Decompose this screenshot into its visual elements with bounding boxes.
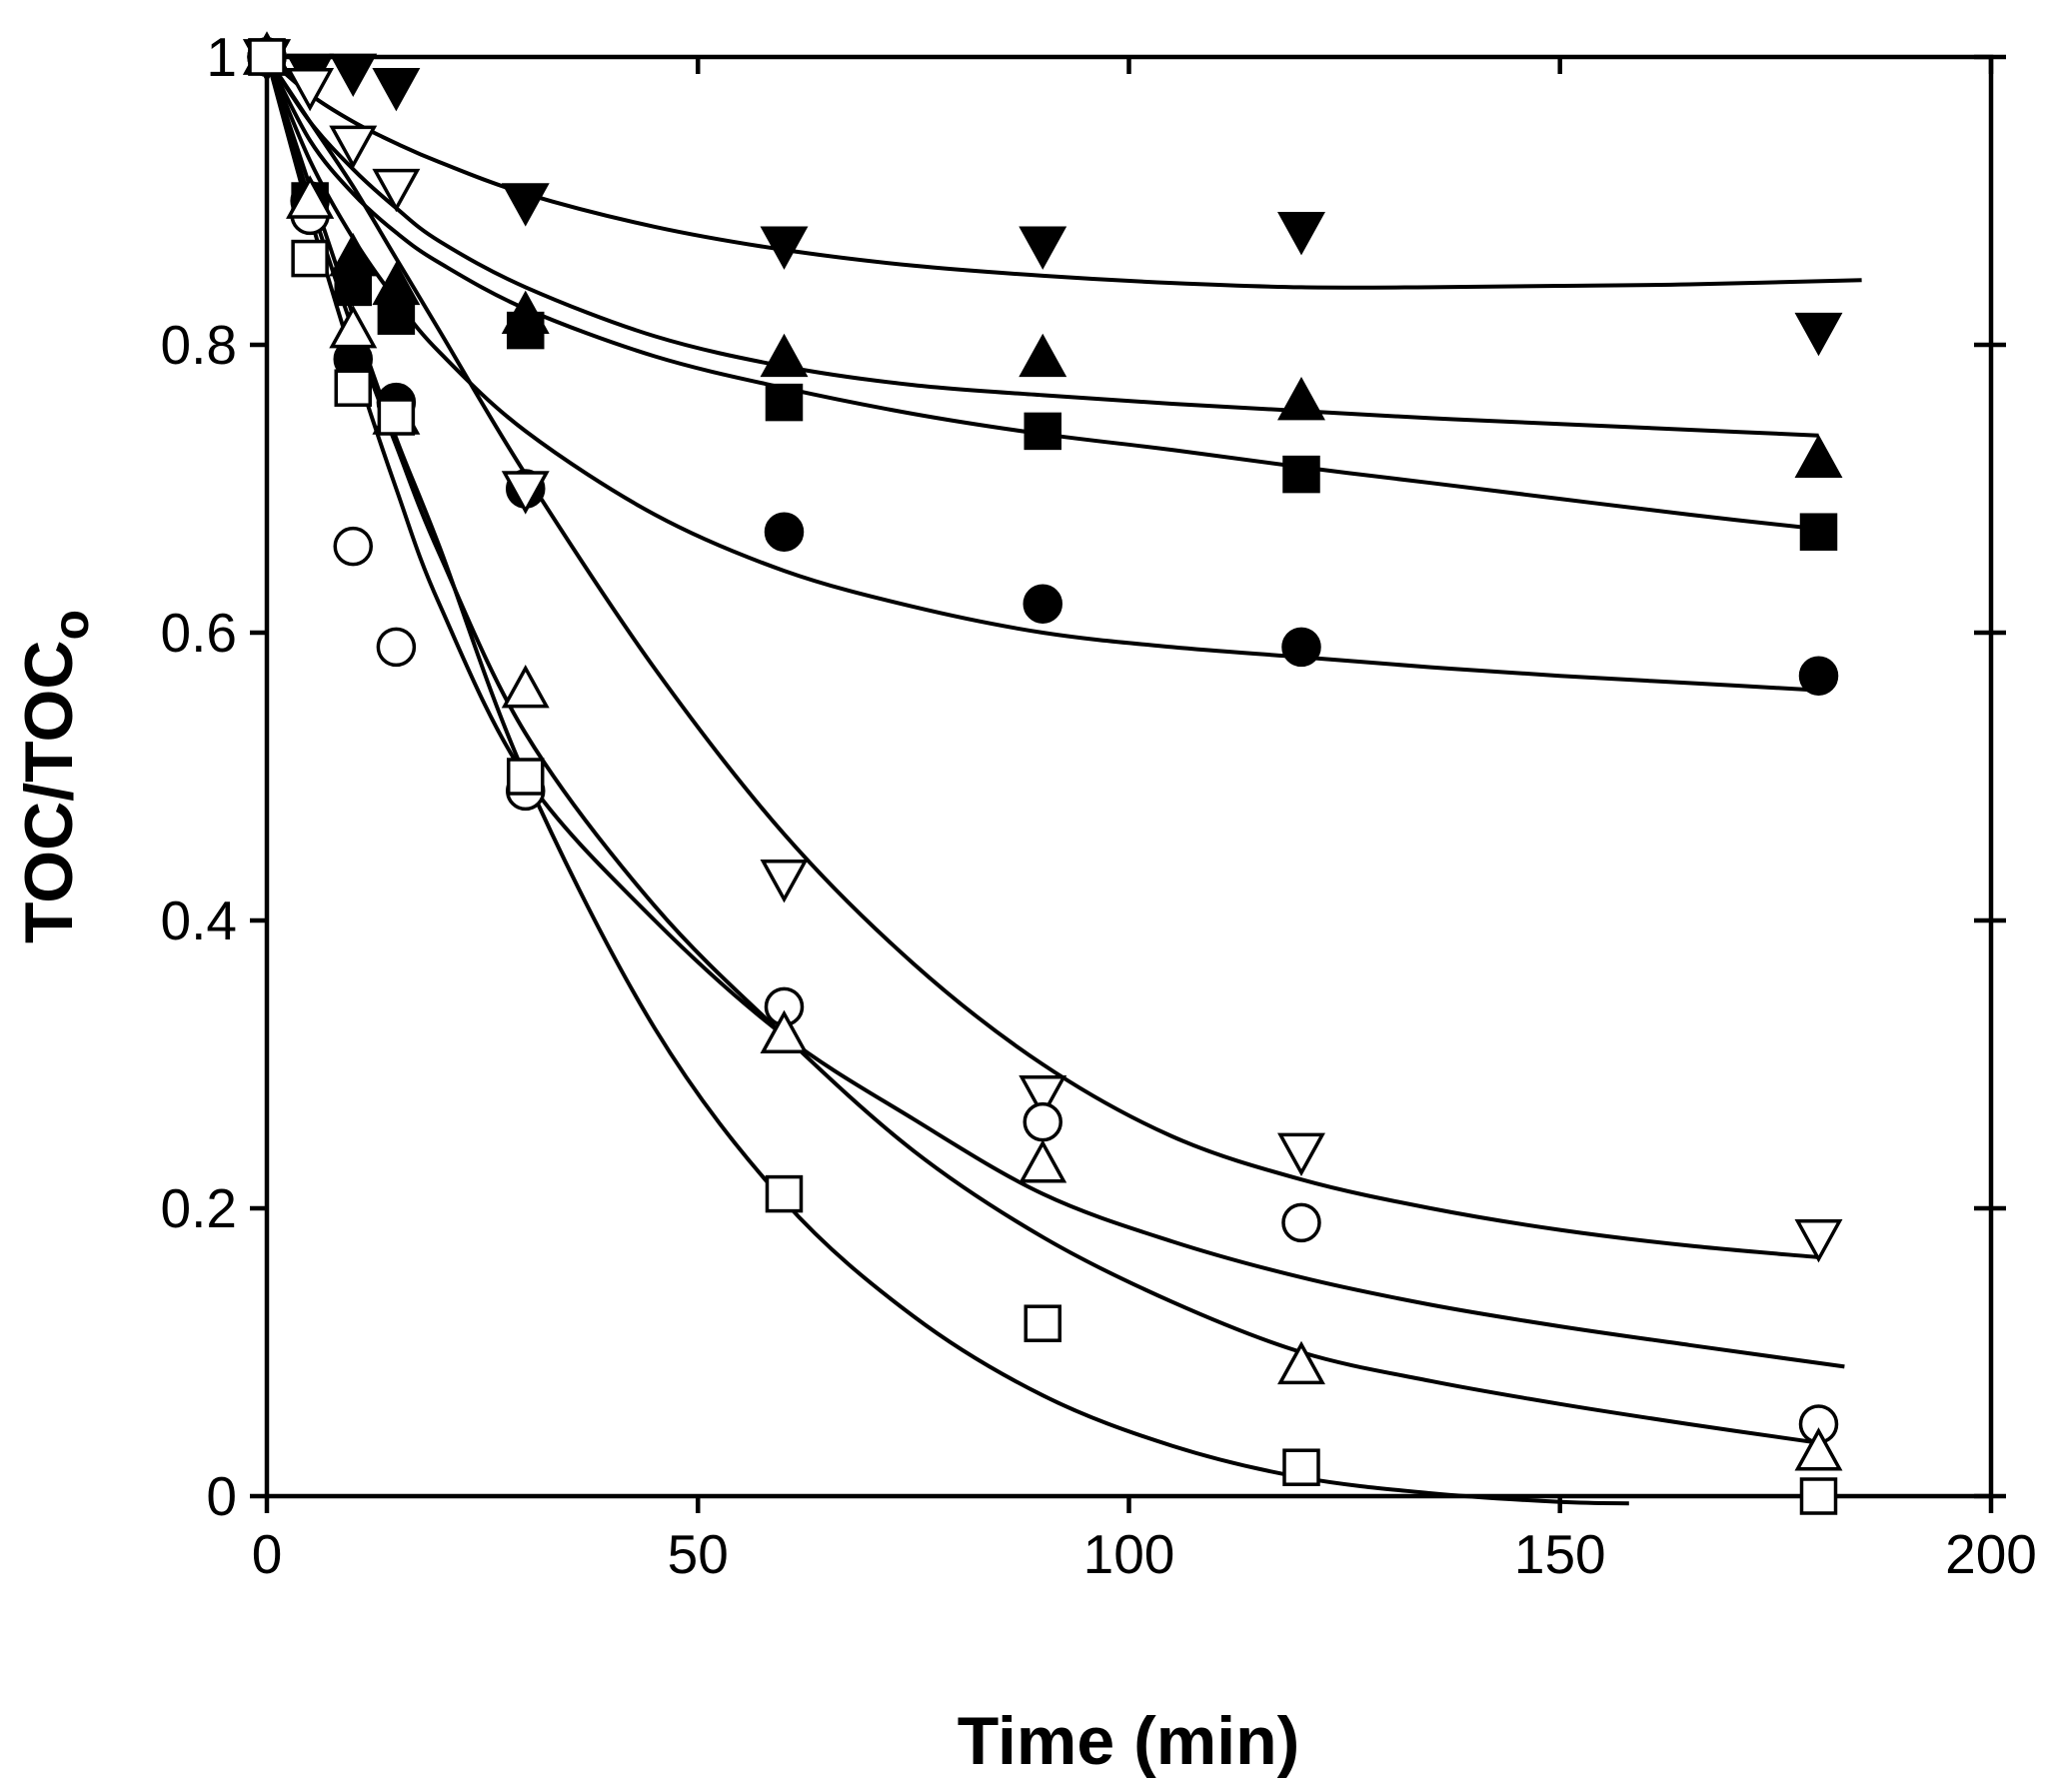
data-point-filled-up-triangle xyxy=(1277,376,1325,421)
data-point-filled-square xyxy=(1282,455,1320,494)
data-point-open-up-triangle xyxy=(760,1009,809,1053)
data-point-open-circle xyxy=(376,627,417,668)
data-point-open-down-triangle xyxy=(329,125,378,170)
data-point-open-square xyxy=(377,398,416,436)
data-point-filled-down-triangle xyxy=(1794,312,1843,357)
x-tick-label: 50 xyxy=(668,1523,729,1585)
data-point-open-up-triangle xyxy=(1794,1427,1843,1471)
x-axis-title: Time (min) xyxy=(958,1703,1300,1779)
x-tick-label: 0 xyxy=(252,1523,283,1585)
data-points xyxy=(243,31,1843,1515)
data-point-filled-circle xyxy=(764,512,805,552)
data-point-open-square xyxy=(334,369,372,407)
data-point-open-square xyxy=(507,758,545,796)
x-tick-label: 150 xyxy=(1514,1523,1606,1585)
y-tick-label: 0 xyxy=(206,1465,237,1527)
fit-curve-open-down-triangle xyxy=(265,55,1819,1259)
data-point-open-square xyxy=(1799,1477,1838,1515)
y-tick-label: 0.8 xyxy=(161,314,237,376)
data-point-open-down-triangle xyxy=(1019,1075,1067,1119)
data-point-open-up-triangle xyxy=(286,175,335,219)
fit-curve-filled-down-triangle xyxy=(265,55,1862,290)
y-tick-label: 0.2 xyxy=(161,1177,237,1239)
y-tick-label: 1 xyxy=(206,26,237,88)
data-point-open-square xyxy=(1282,1448,1320,1486)
data-point-filled-down-triangle xyxy=(501,183,550,227)
data-point-open-circle xyxy=(333,526,373,567)
data-point-open-up-triangle xyxy=(329,304,378,349)
data-point-open-down-triangle xyxy=(372,168,421,213)
data-point-open-down-triangle xyxy=(760,860,809,903)
data-point-filled-up-triangle xyxy=(1019,333,1067,378)
data-point-open-up-triangle xyxy=(1019,1139,1067,1183)
data-point-open-down-triangle xyxy=(286,68,335,112)
data-point-filled-up-triangle xyxy=(1794,434,1843,478)
data-point-open-up-triangle xyxy=(1277,1340,1325,1385)
data-point-filled-down-triangle xyxy=(372,68,421,112)
data-point-open-square xyxy=(248,38,286,76)
fit-curves xyxy=(265,55,1862,1506)
data-point-open-square xyxy=(765,1174,804,1213)
y-tick-label: 0.4 xyxy=(161,890,237,951)
data-point-filled-circle xyxy=(1798,656,1839,696)
data-point-filled-square xyxy=(1799,513,1838,551)
data-point-filled-square xyxy=(1024,412,1061,451)
y-axis-title-main: TOC/TOC xyxy=(11,641,87,944)
data-point-filled-square xyxy=(507,311,545,350)
data-point-filled-down-triangle xyxy=(329,53,378,98)
data-point-filled-up-triangle xyxy=(760,333,809,378)
fit-curve-open-circle xyxy=(265,56,1845,1369)
data-point-open-up-triangle xyxy=(501,664,550,709)
data-point-filled-square xyxy=(765,383,804,422)
data-point-filled-down-triangle xyxy=(760,226,809,270)
y-tick-label: 0.6 xyxy=(161,602,237,664)
data-point-filled-down-triangle xyxy=(1277,212,1325,256)
data-point-open-down-triangle xyxy=(501,471,550,515)
data-point-open-down-triangle xyxy=(1794,1219,1843,1263)
axis-tick-labels: 0 50 100 150 200 0 0.2 0.4 0.6 0.8 1 xyxy=(161,26,2037,1585)
x-tick-label: 200 xyxy=(1945,1523,2037,1585)
x-tick-label: 100 xyxy=(1083,1523,1175,1585)
fit-curve-open-square xyxy=(265,56,1629,1506)
data-point-filled-circle xyxy=(1023,584,1062,624)
y-axis-title-subscript: o xyxy=(43,610,99,641)
y-axis-title: TOC/TOCo xyxy=(11,610,99,943)
data-point-filled-square xyxy=(377,297,416,335)
data-point-open-square xyxy=(1024,1304,1061,1342)
data-point-filled-down-triangle xyxy=(1019,226,1067,270)
fit-curve-filled-square xyxy=(265,56,1819,532)
data-point-filled-square xyxy=(334,268,372,307)
data-point-open-down-triangle xyxy=(1277,1132,1325,1177)
data-point-filled-circle xyxy=(1281,627,1321,668)
data-point-open-circle xyxy=(1281,1202,1321,1243)
data-point-open-circle xyxy=(1023,1101,1062,1142)
data-point-open-square xyxy=(291,239,329,278)
